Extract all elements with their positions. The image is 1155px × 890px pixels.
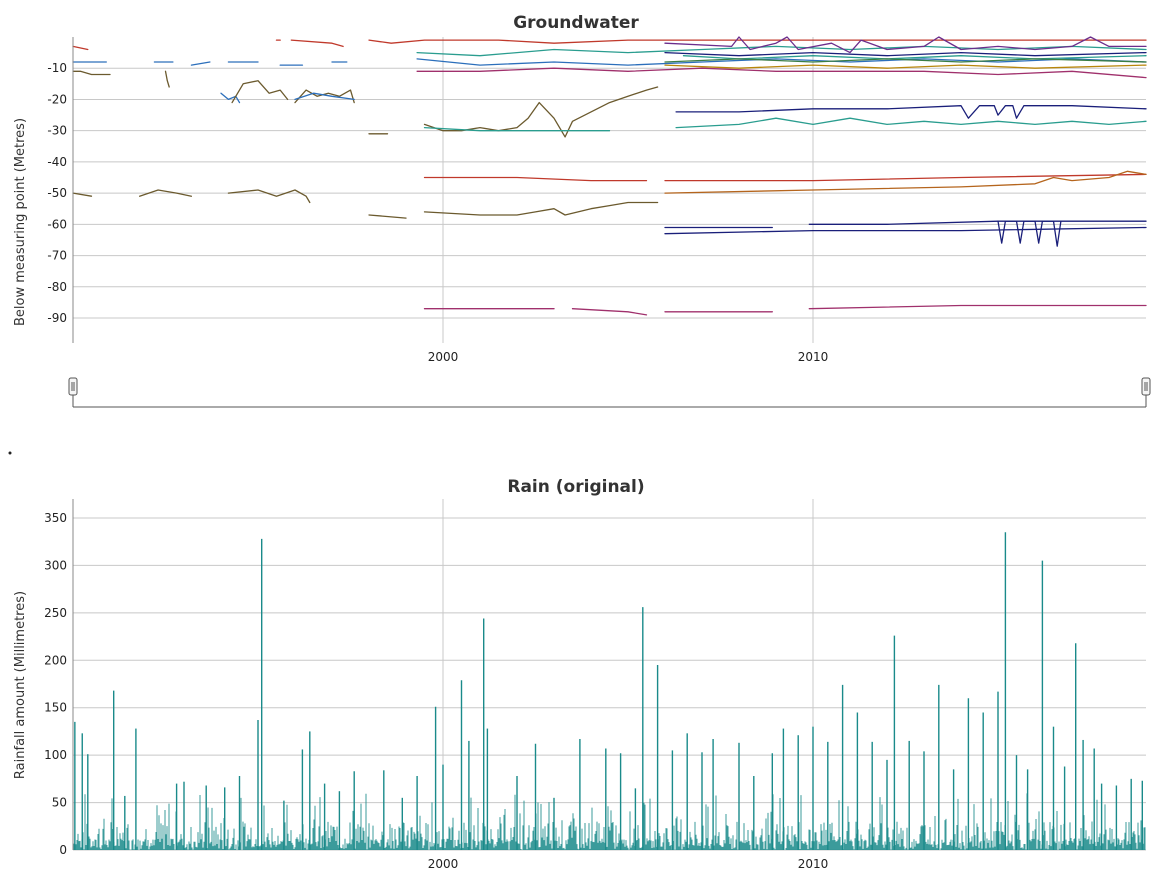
rain-y-tick-label: 300 [44,558,67,572]
groundwater-series-line [682,55,1147,60]
groundwater-y-tick-label: -60 [47,217,67,231]
rain-x-tick-label: 2000 [428,857,459,871]
rain-grid [73,499,1146,851]
groundwater-series-line [664,170,1147,194]
groundwater-x-tick-label: 2000 [428,350,459,364]
groundwater-series-line [294,89,355,104]
groundwater-series-line [808,304,1147,310]
groundwater-series-line [368,39,1147,44]
rain-title: Rain (original) [507,477,644,497]
groundwater-series-line [231,80,289,104]
groundwater-series-line [997,220,1062,247]
groundwater-series [72,36,1147,316]
rain-chart: Rain (original) Rainfall amount (Millime… [13,477,1146,871]
groundwater-series-line [416,58,1147,66]
groundwater-y-ticks: -10 -20 -30 -40 -50 -60 -70 -80 -90 [47,61,67,325]
groundwater-series-line [368,214,407,219]
groundwater-series-line [808,220,1147,225]
groundwater-y-tick-label: -80 [47,280,67,294]
range-handle-left[interactable] [68,377,78,396]
groundwater-series-line [138,189,193,197]
groundwater-chart: Groundwater Below measuring point (Metre… [13,13,1147,364]
groundwater-series-line [227,189,311,204]
groundwater-title: Groundwater [513,13,639,33]
range-selector[interactable] [68,377,1151,408]
rain-y-tick-label: 350 [44,511,67,525]
groundwater-series-line [72,192,93,197]
rain-x-ticks: 2000 2010 [428,857,829,871]
groundwater-x-ticks: 2000 2010 [428,350,829,364]
rain-x-tick-label: 2010 [798,857,829,871]
separator-dot [8,451,12,455]
rain-y-tick-label: 250 [44,606,67,620]
groundwater-series-line [664,64,1147,69]
groundwater-y-tick-label: -10 [47,61,67,75]
groundwater-series-line [423,201,659,216]
groundwater-series-line [72,45,89,51]
groundwater-series-line [220,92,241,104]
groundwater-series-line [664,173,1147,182]
groundwater-series-line [664,226,1147,235]
rain-y-tick-label: 100 [44,748,67,762]
rain-y-tick-label: 0 [59,843,67,857]
groundwater-series-line [664,36,1147,54]
groundwater-series-line [190,61,211,66]
groundwater-series-line [664,58,1147,63]
groundwater-series-line [423,176,648,182]
groundwater-y-tick-label: -40 [47,155,67,169]
groundwater-series-line [416,67,1147,79]
rain-y-ticks: 0 50 100 150 200 250 300 350 [44,511,67,857]
groundwater-series-line [72,70,111,76]
groundwater-series-line [675,105,1147,119]
groundwater-series-line [664,51,1147,57]
groundwater-series-line [571,308,648,316]
rain-y-tick-label: 200 [44,653,67,667]
groundwater-series-line [423,86,659,138]
groundwater-y-tick-label: -90 [47,311,67,325]
groundwater-series-line [290,39,344,48]
groundwater-y-tick-label: -50 [47,186,67,200]
groundwater-y-tick-label: -30 [47,124,67,138]
groundwater-y-tick-label: -70 [47,249,67,263]
rain-y-tick-label: 50 [52,796,67,810]
range-handle-right[interactable] [1141,377,1151,396]
rain-y-axis-label: Rainfall amount (Millimetres) [13,591,28,779]
groundwater-x-tick-label: 2010 [798,350,829,364]
groundwater-y-axis-label: Below measuring point (Metres) [13,118,28,326]
groundwater-grid [73,37,1146,343]
groundwater-series-line [164,70,170,88]
groundwater-series-line [423,126,611,132]
rain-y-tick-label: 150 [44,701,67,715]
groundwater-series-line [294,92,355,101]
groundwater-series-line [675,117,1147,129]
groundwater-y-tick-label: -20 [47,92,67,106]
rain-bars [73,532,1146,850]
